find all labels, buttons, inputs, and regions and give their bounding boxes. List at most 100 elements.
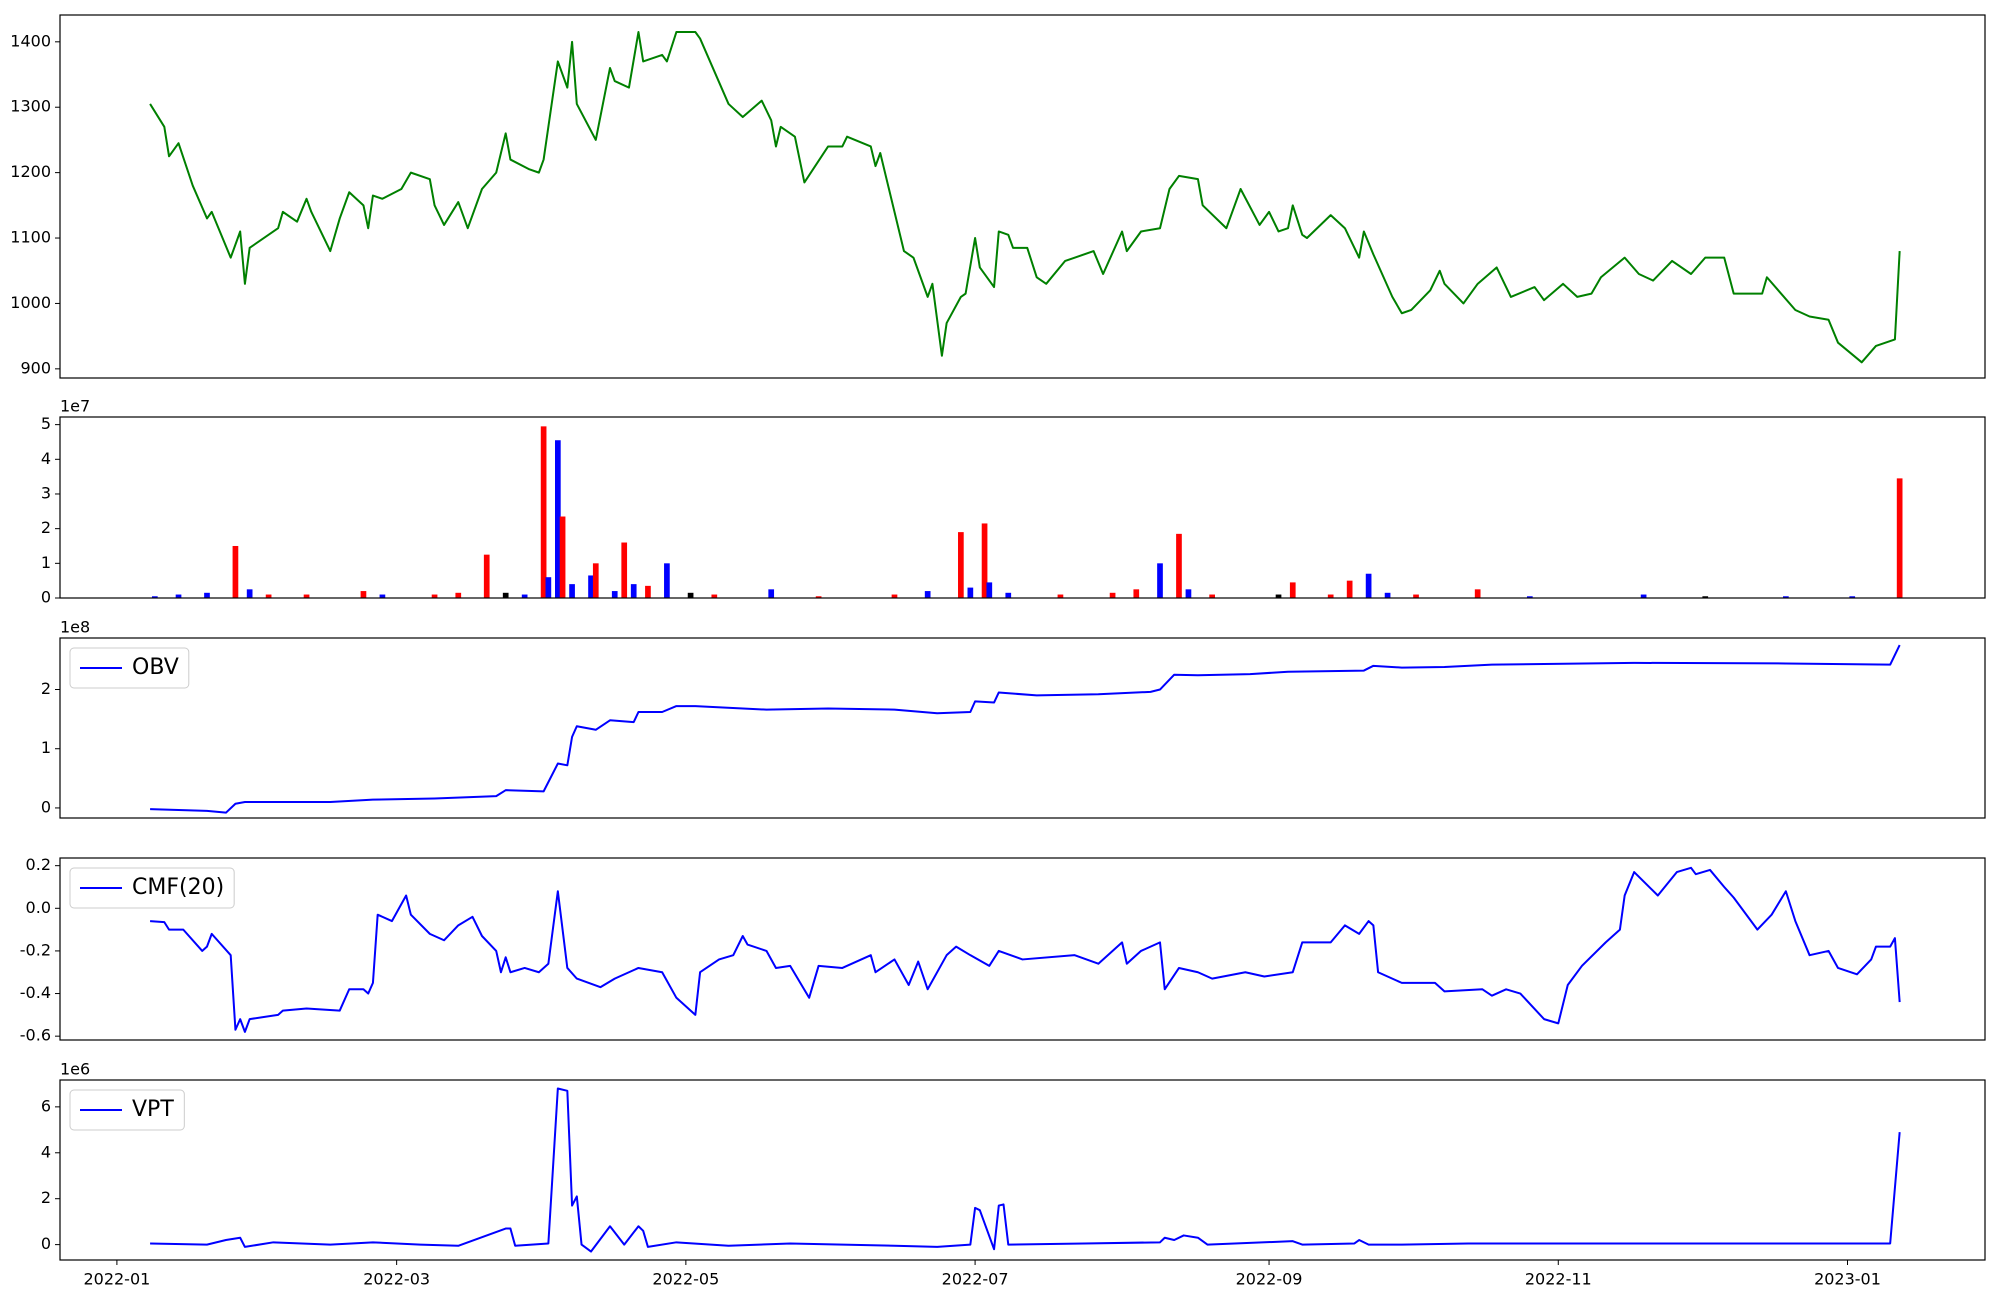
line xyxy=(150,866,1901,1033)
bar xyxy=(1185,589,1192,598)
y-tick-label: 0 xyxy=(41,1234,51,1253)
y-tick-label: 1100 xyxy=(10,228,51,247)
bar xyxy=(1526,596,1533,598)
bar xyxy=(815,596,822,598)
y-tick-label: 5 xyxy=(41,414,51,433)
y-tick-label: 1 xyxy=(41,553,51,572)
bar xyxy=(1275,594,1282,598)
y-tick-label: 4 xyxy=(41,449,51,468)
x-tick-label: 2022-01 xyxy=(83,1270,150,1289)
x-tick-label: 2022-03 xyxy=(363,1270,430,1289)
bar xyxy=(502,592,509,598)
y-tick-label: -0.4 xyxy=(20,983,51,1002)
line xyxy=(149,31,1901,364)
bar xyxy=(379,594,386,598)
x-tick-label: 2022-05 xyxy=(652,1270,719,1289)
x-tick-label: 2022-07 xyxy=(942,1270,1009,1289)
line xyxy=(150,1087,1901,1253)
bar xyxy=(958,532,964,598)
axes-frame xyxy=(59,1079,1986,1261)
bar xyxy=(545,577,552,598)
y-tick-label: -0.2 xyxy=(20,940,51,959)
bar xyxy=(592,563,599,598)
bar xyxy=(1346,580,1353,598)
axes-frame xyxy=(59,416,1986,599)
panel: 0 2 4 6 1e6 2022-01 2022-03 2022-05 2022-07 2022-… xyxy=(41,1060,1986,1289)
bar xyxy=(588,575,594,598)
y-tick-label: 1400 xyxy=(10,31,51,50)
axes-frame xyxy=(59,857,1986,1041)
bar xyxy=(1849,596,1856,598)
bar xyxy=(1896,478,1903,598)
bar xyxy=(967,587,974,598)
y-tick-label: -0.6 xyxy=(20,1026,51,1045)
bar xyxy=(621,542,628,598)
offset-label: 1e6 xyxy=(60,1060,90,1079)
y-tick-label: 2 xyxy=(41,679,51,698)
legend-box xyxy=(69,647,190,689)
y-tick-label: 0 xyxy=(41,588,51,607)
bar xyxy=(664,563,670,598)
bar xyxy=(540,426,547,598)
legend-box xyxy=(69,1089,185,1131)
bar xyxy=(645,585,651,598)
panel: 0 1 2 3 4 5 1e7 xyxy=(41,397,1986,607)
bar xyxy=(1157,563,1163,598)
bar xyxy=(246,589,253,598)
bar xyxy=(891,594,898,598)
x-tick-label: 2023-01 xyxy=(1814,1270,1881,1289)
bar xyxy=(1384,592,1391,598)
offset-label: 1e8 xyxy=(60,618,90,637)
bar xyxy=(1783,596,1789,598)
bar xyxy=(1640,594,1647,598)
bar xyxy=(1702,596,1709,598)
bar xyxy=(1176,533,1182,598)
y-tick-label: 1300 xyxy=(10,97,51,116)
bar xyxy=(1005,592,1012,598)
bar xyxy=(303,594,310,598)
legend: OBV xyxy=(69,647,190,689)
y-tick-label: 3 xyxy=(41,483,51,502)
bar xyxy=(611,591,618,598)
offset-label: 1e7 xyxy=(60,397,90,416)
bar xyxy=(555,440,561,598)
y-tick-label: 2 xyxy=(41,1188,51,1207)
bar xyxy=(232,545,239,598)
y-tick-label: 0.2 xyxy=(26,855,51,874)
bar xyxy=(711,594,718,598)
axes-frame xyxy=(59,637,1986,819)
x-tick-label: 2022-09 xyxy=(1236,1270,1303,1289)
legend-box xyxy=(69,867,235,909)
bar xyxy=(483,554,490,598)
bar xyxy=(521,594,528,598)
y-tick-label: 6 xyxy=(41,1096,51,1115)
bar xyxy=(1413,594,1419,598)
legend: VPT xyxy=(69,1089,185,1131)
bar xyxy=(175,594,182,598)
bar xyxy=(1474,589,1481,598)
y-tick-label: 2 xyxy=(41,518,51,537)
axes-frame xyxy=(59,14,1986,379)
bar xyxy=(151,596,158,598)
panel: -0.6 -0.4 -0.2 0.0 0.2 xyxy=(20,855,1986,1045)
bar xyxy=(986,582,993,598)
bar xyxy=(265,594,272,598)
bar xyxy=(559,516,566,598)
legend-label: CMF(20) xyxy=(132,875,224,900)
bar xyxy=(1109,592,1116,598)
bar xyxy=(630,584,637,598)
bar xyxy=(1209,594,1215,598)
y-tick-label: 4 xyxy=(41,1142,51,1161)
y-tick-label: 1000 xyxy=(10,293,51,312)
panel: 900 1000 1100 1200 1300 1400 xyxy=(10,14,1986,379)
bar xyxy=(455,592,462,598)
x-tick-label: 2022-11 xyxy=(1525,1270,1592,1289)
bar xyxy=(981,523,988,598)
bar xyxy=(1365,573,1372,598)
bar xyxy=(1327,594,1334,598)
bar xyxy=(569,584,575,598)
y-tick-label: 900 xyxy=(20,358,51,377)
y-tick-label: 1 xyxy=(41,738,51,757)
y-tick-label: 0 xyxy=(41,797,51,816)
